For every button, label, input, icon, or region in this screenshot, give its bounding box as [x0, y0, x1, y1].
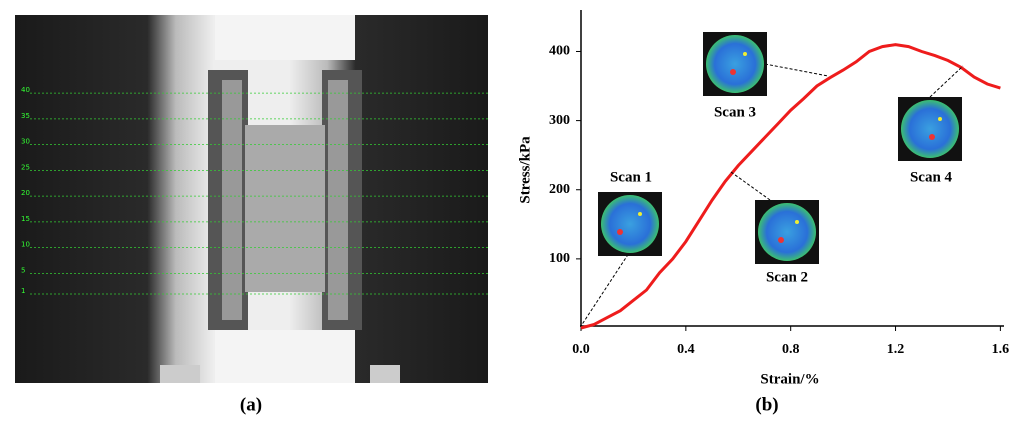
scan-spot: [778, 237, 784, 243]
scale-label: 40: [21, 86, 30, 94]
leader-line: [929, 65, 964, 98]
scan-disk: [758, 203, 816, 261]
x-tick-label: 0.0: [572, 342, 590, 357]
y-tick-label: 300: [549, 113, 570, 128]
x-tick-label: 0.8: [782, 342, 800, 357]
leader-line: [764, 63, 829, 77]
leader-line: [580, 249, 632, 327]
scale-label: 25: [21, 163, 30, 171]
scale-label: 5: [21, 266, 25, 274]
x-tick-label: 1.2: [887, 342, 905, 357]
y-axis-label: Stress/kPa: [517, 136, 533, 204]
annotation: Scan 3: [714, 104, 756, 120]
xray-image: [15, 15, 488, 383]
scan-disk: [601, 195, 659, 253]
scale-label: 30: [21, 138, 30, 146]
scale-label: 20: [21, 189, 30, 197]
x-tick-label: 0.4: [677, 342, 695, 357]
leader-line: [730, 171, 771, 201]
scan-spot: [743, 52, 747, 56]
caption: (b): [755, 394, 778, 415]
x-axis-label: Strain/%: [760, 371, 819, 387]
scale-label: 10: [21, 241, 30, 249]
y-tick-label: 100: [549, 251, 570, 266]
scan-spot: [795, 220, 799, 224]
x-tick-label: 1.6: [992, 342, 1010, 357]
scan-spot: [929, 134, 935, 140]
scale-lines: 40 35 30 25 20 15 10 5 1: [21, 86, 488, 295]
y-tick-label: 200: [549, 182, 570, 197]
scale-label: 35: [21, 112, 30, 120]
annotation: Scan 1: [610, 169, 652, 185]
scan-spot: [617, 229, 623, 235]
annotation: Scan 2: [766, 269, 808, 285]
scan-disk: [706, 35, 764, 93]
caption: (a): [240, 394, 262, 415]
scan-disk: [901, 100, 959, 158]
scan-spot: [938, 117, 942, 121]
scan-spot: [730, 69, 736, 75]
scale-label: 15: [21, 215, 30, 223]
y-tick-label: 400: [549, 44, 570, 59]
annotation: Scan 4: [910, 169, 953, 185]
data-line: [580, 43, 1001, 330]
scale-label: 1: [21, 287, 25, 295]
scan-spot: [638, 212, 642, 216]
